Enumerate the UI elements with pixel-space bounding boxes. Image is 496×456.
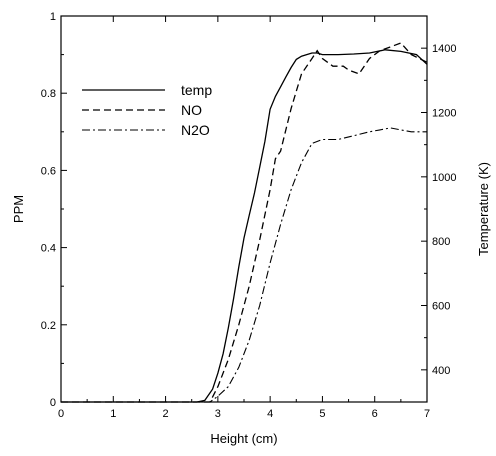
x-tick-label: 7: [424, 408, 430, 420]
y-right-tick-label: 1200: [432, 108, 456, 120]
y-left-tick-label: 0: [50, 397, 56, 409]
series-line-no: [61, 42, 428, 403]
x-tick-label: 4: [267, 408, 273, 420]
series-line-n2o: [61, 127, 427, 403]
axes: 0 1 2 3 4 5 6 700.20.40.60.81400600800100012001…: [41, 11, 457, 420]
y-right-tick-label: 800: [432, 236, 450, 248]
y-right-tick-label: 600: [432, 301, 450, 313]
plot-frame: [60, 15, 428, 403]
x-tick-label: 5: [319, 408, 325, 420]
y-right-tick-label: 1000: [432, 172, 456, 184]
legend-label-no: NO: [181, 102, 202, 118]
y-left-tick-label: 1: [50, 11, 56, 23]
legend: temp NO N2O: [82, 82, 212, 138]
x-axis-label: Height (cm): [210, 431, 277, 446]
y-left-tick-label: 0.4: [41, 243, 56, 255]
legend-label-n2o: N2O: [181, 122, 210, 138]
legend-label-temp: temp: [181, 82, 212, 98]
y-left-tick-label: 0.6: [41, 165, 56, 177]
x-tick-label: 6: [372, 408, 378, 420]
y-axis-left-label: PPM: [11, 195, 26, 223]
y-right-tick-label: 1400: [432, 43, 456, 55]
x-tick-label: 0: [58, 408, 64, 420]
series-line-temp: [61, 49, 428, 403]
x-tick-label: 2: [163, 408, 169, 420]
plot-area: [61, 42, 428, 403]
x-tick-label: 1: [110, 408, 116, 420]
x-tick-label: 3: [215, 408, 221, 420]
y-left-tick-label: 0.8: [41, 88, 56, 100]
y-axis-right-label: Temperature (K): [476, 162, 491, 256]
y-left-tick-label: 0.2: [41, 320, 56, 332]
y-right-tick-label: 400: [432, 365, 450, 377]
